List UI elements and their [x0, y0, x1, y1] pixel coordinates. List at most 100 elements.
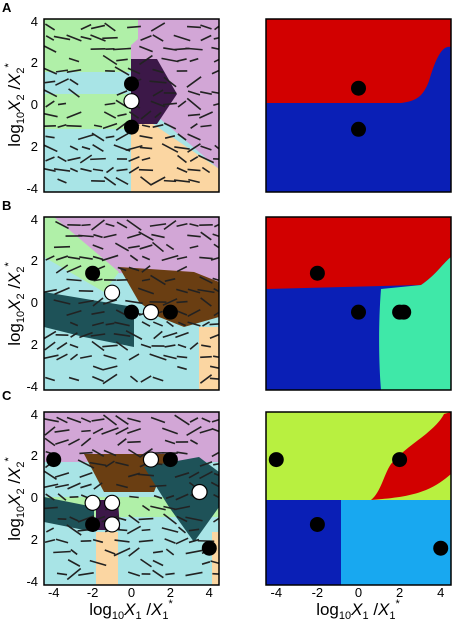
field-arrow: [163, 76, 177, 88]
field-arrow: [57, 102, 67, 106]
field-arrow: [92, 168, 104, 172]
field-arrow: [70, 332, 78, 338]
field-arrow: [127, 67, 141, 75]
field-arrow: [44, 437, 56, 447]
field-arrow: [114, 66, 130, 76]
field-arrow: [174, 472, 190, 478]
field-arrow: [56, 572, 68, 576]
y-axis-label-b: log10X2 /X2*: [3, 261, 27, 345]
field-arrow: [173, 34, 191, 42]
stable-point: [309, 516, 325, 532]
field-arrow: [127, 233, 141, 239]
field-arrow: [187, 288, 201, 294]
field-arrow: [165, 243, 175, 251]
field-arrow: [140, 558, 152, 568]
field-arrow: [201, 561, 211, 565]
field-arrow: [81, 223, 91, 227]
field-arrow: [90, 24, 106, 30]
field-arrow: [210, 560, 219, 565]
field-arrow: [176, 256, 188, 260]
field-arrow: [200, 34, 212, 42]
stable-point: [162, 304, 178, 320]
stable-point: [392, 452, 408, 468]
field-arrow: [162, 298, 178, 306]
field-arrow: [213, 36, 219, 40]
field-arrow: [150, 505, 166, 511]
field-arrow: [177, 526, 187, 534]
field-arrow: [188, 178, 200, 184]
panel-letter-a: A: [2, 0, 12, 15]
field-arrow: [173, 505, 191, 511]
field-arrow: [141, 124, 151, 128]
field-arrow: [211, 69, 219, 75]
field-arrow: [115, 341, 129, 351]
field-arrow: [139, 135, 153, 139]
panel-letter-b: B: [2, 198, 11, 213]
field-arrow: [68, 88, 80, 98]
field-arrow: [200, 231, 212, 241]
field-arrow: [201, 344, 211, 348]
field-arrow: [165, 548, 175, 556]
field-arrow: [152, 550, 164, 554]
field-arrow: [90, 34, 106, 42]
field-arrow: [173, 179, 191, 183]
field-arrow: [44, 45, 57, 53]
y-axis-label-c: log10X2 /X2*: [3, 456, 27, 540]
field-arrow: [79, 472, 93, 478]
field-arrow: [164, 278, 176, 282]
field-arrow: [57, 155, 67, 163]
stable-point: [162, 452, 178, 468]
panel-a-phase-portrait: [43, 18, 220, 193]
field-arrow: [115, 461, 129, 467]
field-arrow: [116, 168, 128, 172]
field-arrow: [189, 57, 199, 63]
field-arrow: [214, 144, 219, 150]
field-arrow: [187, 143, 201, 153]
field-arrow: [128, 166, 140, 174]
field-arrow: [209, 333, 219, 340]
field-arrow: [44, 112, 58, 118]
field-arrow: [102, 122, 118, 130]
field-arrow: [103, 111, 117, 119]
field-arrow: [213, 493, 219, 499]
field-arrow: [202, 321, 210, 327]
field-arrow: [213, 463, 219, 466]
field-arrow: [161, 57, 179, 63]
field-arrow: [139, 146, 153, 150]
field-arrow: [101, 427, 119, 435]
unstable-point: [103, 494, 121, 511]
field-arrow: [201, 417, 211, 423]
y-tick-label: -4: [26, 181, 38, 196]
field-arrow: [44, 426, 56, 436]
field-arrow: [92, 365, 104, 371]
field-arrow: [80, 23, 92, 31]
field-arrow: [211, 46, 219, 51]
unstable-point: [142, 451, 160, 468]
field-arrow: [140, 176, 152, 186]
y-tick-label: 2: [31, 337, 38, 352]
field-arrow: [187, 90, 201, 96]
field-arrow: [150, 274, 166, 286]
stable-point: [85, 265, 101, 281]
field-arrow: [152, 559, 164, 567]
field-arrow: [189, 223, 199, 227]
field-arrow: [137, 473, 155, 477]
field-arrow: [177, 154, 187, 164]
field-arrow: [92, 427, 104, 435]
field-arrow: [139, 244, 153, 250]
field-arrow: [127, 440, 141, 444]
field-arrow: [92, 297, 104, 307]
field-arrow: [44, 80, 56, 84]
x-tick-label: 0: [355, 585, 362, 600]
field-arrow: [77, 459, 95, 469]
field-arrow: [44, 67, 58, 75]
field-arrow: [116, 58, 128, 62]
field-arrow: [161, 143, 179, 153]
field-arrow: [77, 133, 95, 141]
field-arrow: [174, 146, 190, 150]
field-arrow: [90, 333, 106, 337]
unstable-point: [103, 516, 121, 533]
field-arrow: [129, 375, 139, 383]
field-arrow: [177, 343, 187, 349]
field-arrow: [78, 571, 94, 577]
